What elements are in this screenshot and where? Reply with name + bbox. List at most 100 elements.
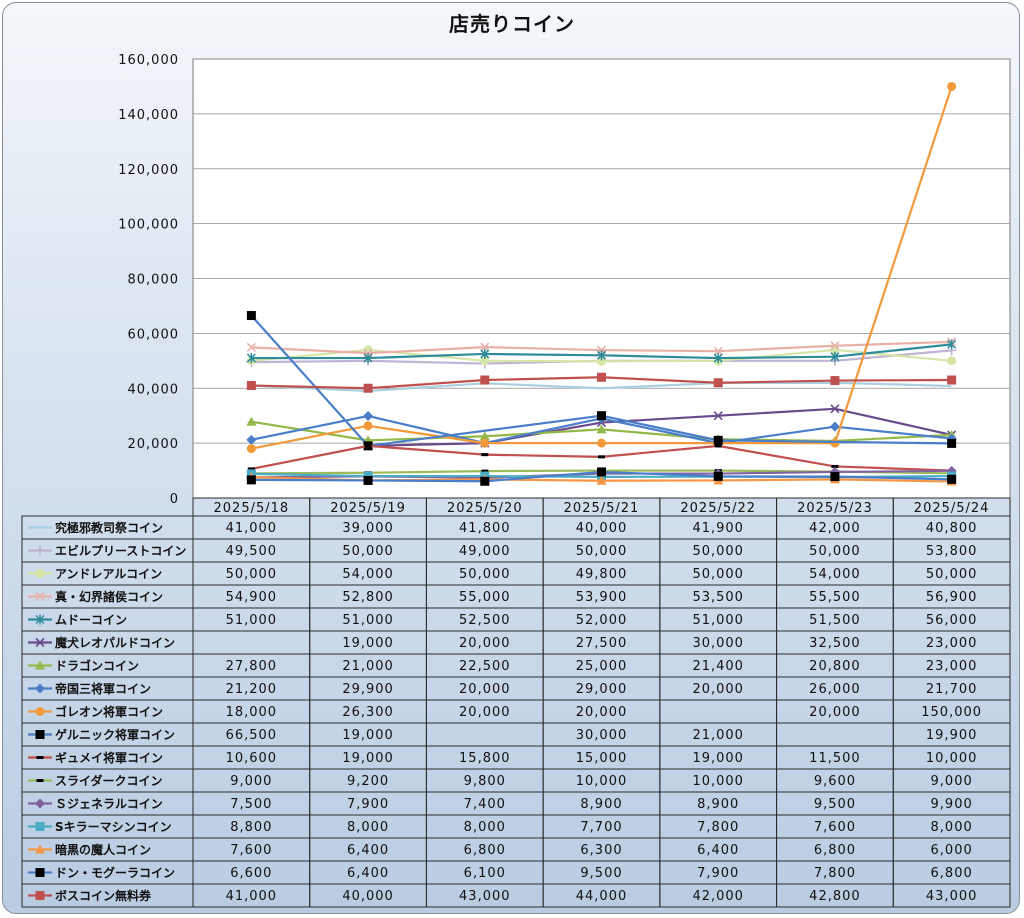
y-tick-label: 20,000 — [128, 437, 180, 452]
data-label: 27,500 — [576, 636, 628, 651]
series-name: 真・幻界諸侯コイン — [55, 589, 163, 604]
data-label: 19,000 — [342, 728, 394, 743]
table-cell — [776, 722, 894, 747]
data-label: 6,100 — [464, 866, 506, 881]
data-label: 6,000 — [931, 843, 973, 858]
data-label: 41,000 — [226, 889, 278, 904]
data-label: 15,000 — [576, 751, 628, 766]
data-label: 10,000 — [692, 774, 744, 789]
series-name: エビルプリーストコイン — [55, 543, 186, 558]
data-label: 9,800 — [464, 774, 506, 789]
data-point-marker — [481, 453, 489, 457]
series-name: ギュメイ将軍コイン — [55, 750, 163, 765]
series-line — [251, 86, 953, 450]
data-label: 21,000 — [342, 659, 394, 674]
data-label: 49,500 — [226, 544, 278, 559]
data-label: 55,000 — [459, 590, 511, 605]
data-label: 49,800 — [576, 567, 628, 582]
data-point-marker — [35, 637, 45, 648]
x-category-label: 2025/5/24 — [914, 501, 990, 516]
data-label: 21,200 — [226, 682, 278, 697]
data-label: 18,000 — [226, 705, 278, 720]
y-tick-label: 100,000 — [118, 218, 179, 233]
data-point-marker — [36, 756, 44, 759]
data-point-marker — [35, 569, 45, 578]
data-label: 25,000 — [576, 659, 628, 674]
data-label: 29,000 — [576, 682, 628, 697]
data-point-marker — [36, 779, 44, 782]
series-name: Ｓジェネラルコイン — [55, 797, 163, 811]
y-tick-label: 0 — [170, 492, 179, 507]
table-cell — [659, 699, 778, 724]
data-point-marker — [947, 356, 957, 366]
data-label: 40,000 — [576, 521, 628, 536]
data-point-marker — [35, 822, 45, 831]
y-tick-label: 140,000 — [118, 108, 179, 123]
data-label: 7,900 — [347, 797, 389, 812]
data-label: 21,400 — [692, 659, 744, 674]
data-point-marker — [830, 472, 840, 482]
series-name: スライダークコイン — [55, 773, 163, 788]
data-label: 53,900 — [576, 590, 628, 605]
series-name: ゴレオン将軍コイン — [55, 704, 163, 719]
series-name: Sキラーマシンコイン — [55, 820, 172, 834]
data-point-marker — [596, 350, 607, 361]
data-label: 53,800 — [926, 544, 978, 559]
data-label: 19,000 — [342, 751, 394, 766]
data-label: 50,000 — [692, 544, 744, 559]
series-name: ムドーコイン — [55, 613, 127, 627]
data-point-marker — [35, 844, 45, 854]
data-label: 50,000 — [809, 544, 861, 559]
data-label: 10,000 — [576, 774, 628, 789]
data-label: 56,900 — [926, 590, 978, 605]
y-tick-label: 120,000 — [118, 163, 179, 178]
data-label: 55,500 — [809, 590, 861, 605]
data-point-marker — [831, 464, 839, 468]
series-4 — [246, 339, 957, 364]
data-point-marker — [246, 311, 256, 321]
data-label: 9,000 — [931, 774, 973, 789]
data-point-marker — [830, 341, 840, 351]
data-point-marker — [597, 467, 606, 477]
data-label: 41,000 — [226, 521, 278, 536]
data-label: 20,800 — [809, 659, 861, 674]
data-label: 21,000 — [692, 728, 744, 743]
data-label: 53,500 — [692, 590, 744, 605]
data-label: 42,000 — [809, 521, 861, 536]
data-label: 43,000 — [459, 889, 511, 904]
data-label: 10,600 — [226, 751, 278, 766]
data-label: 52,800 — [342, 590, 394, 605]
data-point-marker — [246, 342, 256, 352]
data-point-marker — [947, 474, 957, 484]
chart-title: 店売りコイン — [449, 12, 575, 36]
data-label: 6,800 — [464, 843, 506, 858]
data-point-marker — [597, 356, 606, 366]
data-point-marker — [830, 351, 840, 362]
data-label: 42,000 — [692, 889, 744, 904]
data-label: 9,900 — [931, 797, 973, 812]
data-point-marker — [480, 356, 490, 366]
x-category-label: 2025/5/23 — [797, 501, 873, 516]
data-point-marker — [35, 614, 45, 625]
data-label: 8,000 — [464, 820, 506, 835]
data-point-marker — [364, 444, 372, 448]
data-label: 7,600 — [230, 843, 272, 858]
data-point-marker — [480, 375, 490, 385]
data-label: 50,000 — [459, 567, 511, 582]
data-point-marker — [246, 381, 256, 391]
data-label: 7,800 — [697, 820, 739, 835]
data-point-marker — [713, 353, 723, 364]
x-category-label: 2025/5/21 — [564, 501, 640, 516]
data-point-marker — [246, 353, 256, 364]
data-label: 23,000 — [926, 636, 978, 651]
data-label: 6,300 — [580, 843, 622, 858]
series-name: アンドレアルコイン — [55, 567, 162, 581]
data-label: 6,800 — [814, 843, 856, 858]
data-label: 30,000 — [692, 636, 744, 651]
series-name: 究極邪教司祭コイン — [55, 520, 163, 535]
data-label: 66,500 — [226, 728, 278, 743]
data-point-marker — [713, 435, 723, 445]
data-label: 8,900 — [697, 797, 739, 812]
data-point-marker — [35, 707, 45, 716]
